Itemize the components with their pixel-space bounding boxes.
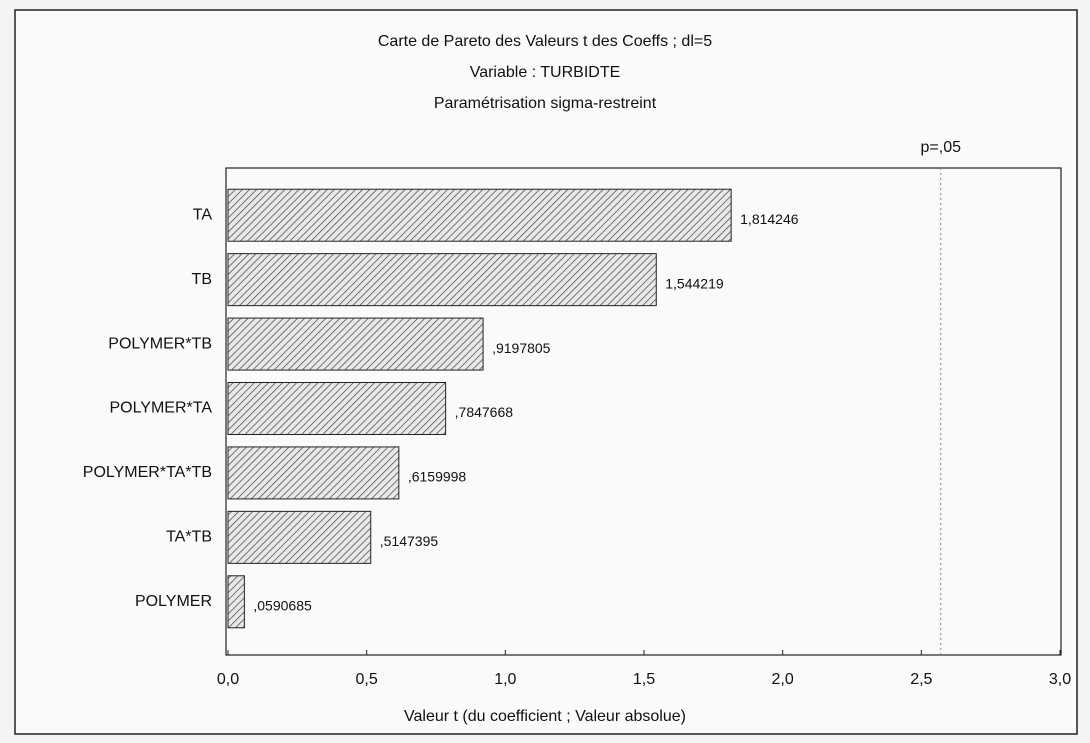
y-tick-label: POLYMER*TB xyxy=(108,335,212,352)
bar xyxy=(227,382,447,435)
value-label: ,6159998 xyxy=(408,469,467,485)
x-tick-label: 0,0 xyxy=(217,671,239,688)
x-tick-label: 2,0 xyxy=(772,671,794,688)
y-tick-label: TA*TB xyxy=(166,529,212,546)
bar xyxy=(227,188,732,242)
value-label: ,7847668 xyxy=(455,404,514,420)
y-tick-label: POLYMER xyxy=(135,593,212,610)
x-tick-label: 0,5 xyxy=(356,671,378,688)
x-tick-label: 2,5 xyxy=(910,671,932,688)
x-axis-label: Valeur t (du coefficient ; Valeur absolu… xyxy=(404,708,686,725)
chart-subtitle: Paramétrisation sigma-restreint xyxy=(434,95,657,112)
bar xyxy=(227,510,372,564)
value-label: 1,814246 xyxy=(740,211,799,227)
value-label: ,9197805 xyxy=(492,340,551,356)
y-tick-label: TA xyxy=(193,206,213,223)
outer-frame xyxy=(14,9,1078,735)
chart-subtitle: Variable : TURBIDTE xyxy=(470,64,621,81)
reference-label: p=,05 xyxy=(921,139,962,156)
chart-title: Carte de Pareto des Valeurs t des Coeffs… xyxy=(378,33,712,50)
value-label: ,0590685 xyxy=(253,597,312,613)
y-tick-label: POLYMER*TA*TB xyxy=(83,464,212,481)
y-tick-label: POLYMER*TA xyxy=(109,400,212,417)
x-tick-label: 1,0 xyxy=(494,671,516,688)
y-tick-label: TB xyxy=(192,271,212,288)
x-tick-label: 3,0 xyxy=(1049,671,1071,688)
value-label: 1,544219 xyxy=(665,275,724,291)
bar xyxy=(227,575,245,629)
bar xyxy=(227,317,484,371)
bar xyxy=(227,446,400,500)
value-label: ,5147395 xyxy=(380,533,439,549)
x-tick-label: 1,5 xyxy=(633,671,655,688)
bar xyxy=(227,253,657,307)
